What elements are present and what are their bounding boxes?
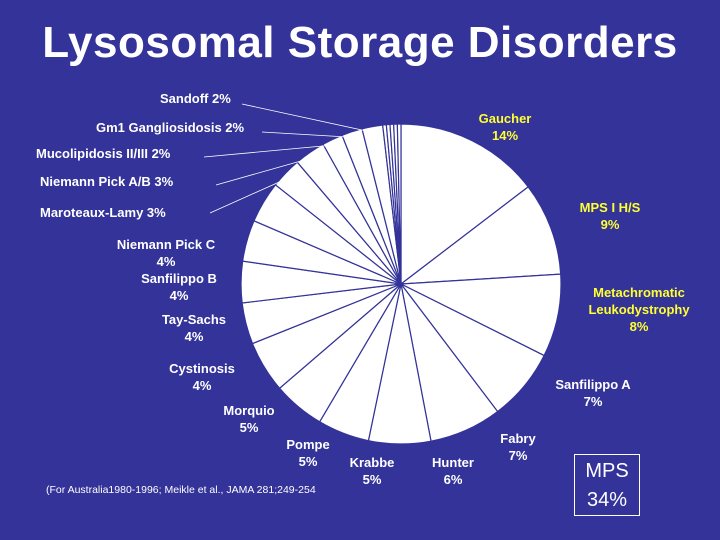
label-niemann-pick-ab: Niemann Pick A/B 3% xyxy=(40,174,174,189)
label-fabry: Fabry 7% xyxy=(500,431,536,463)
pie-slice-gaucher xyxy=(400,123,530,286)
label-mucolipidosis: Mucolipidosis II/III 2% xyxy=(36,146,171,161)
label-sanfilippo-a: Sanfilippo A 7% xyxy=(555,377,631,409)
pie-slice-mps-i-h-s xyxy=(399,186,562,285)
label-sandoff: Sandoff 2% xyxy=(160,91,231,106)
leader-line-mucolipidosis-ii-iii xyxy=(203,144,336,158)
label-pompe: Pompe 5% xyxy=(286,437,330,469)
label-gm1-gangliosidosis: Gm1 Gangliosidosis 2% xyxy=(96,120,245,135)
label-gaucher: Gaucher 14% xyxy=(478,111,532,143)
label-mps-i-hs: MPS I H/S 9% xyxy=(579,200,641,232)
label-morquio: Morquio 5% xyxy=(223,403,275,435)
leader-line-maroteaux-lamy xyxy=(209,176,291,214)
citation: (For Australia1980-1996; Meikle et al., … xyxy=(46,484,316,496)
label-sanfilippo-b: Sanfilippo B 4% xyxy=(141,271,217,303)
label-hunter: Hunter 6% xyxy=(432,455,474,487)
label-niemann-pick-c: Niemann Pick C 4% xyxy=(116,237,216,269)
label-krabbe: Krabbe 5% xyxy=(349,455,395,487)
leader-line-gm1-gangliosidosis xyxy=(261,131,354,138)
pie-slice-minor-5 xyxy=(396,123,402,285)
leader-line-niemann-pick-a-b xyxy=(215,157,314,186)
mps-box-line2: 34% xyxy=(586,489,628,511)
label-cystinosis: Cystinosis 4% xyxy=(169,361,235,393)
mps-box-line1: MPS xyxy=(585,460,629,482)
label-maroteaux-lamy: Maroteaux-Lamy 3% xyxy=(40,205,166,220)
leader-line-sandoff xyxy=(241,103,374,133)
label-metachromatic-leukodystrophy: Metachromatic Leukodystrophy 8% xyxy=(588,285,690,334)
label-tay-sachs: Tay-Sachs 4% xyxy=(161,312,227,344)
mps-total-box: MPS 34% xyxy=(574,454,640,516)
page-title: Lysosomal Storage Disorders xyxy=(42,18,678,67)
